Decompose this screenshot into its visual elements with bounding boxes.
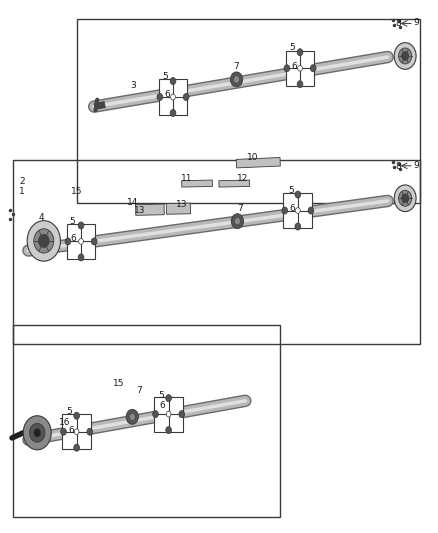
Circle shape [74,444,80,451]
Circle shape [166,411,171,417]
Bar [154,397,183,432]
Circle shape [183,93,189,101]
Text: 9: 9 [413,18,419,27]
Circle shape [91,238,97,245]
Text: 5: 5 [288,187,294,195]
Text: 7: 7 [233,62,240,71]
Circle shape [126,409,138,424]
Text: 6: 6 [291,62,297,70]
Text: 5: 5 [162,72,169,80]
Bar [286,51,314,86]
Circle shape [74,429,79,434]
Circle shape [310,64,316,72]
Circle shape [157,93,163,101]
Text: 16: 16 [59,418,71,426]
Circle shape [402,52,409,60]
Circle shape [152,410,159,418]
Circle shape [78,222,84,229]
Text: 6: 6 [164,91,170,99]
Text: 15: 15 [71,188,82,196]
Circle shape [166,394,172,402]
Text: 7: 7 [237,205,243,213]
Bar [283,193,312,228]
Circle shape [282,207,288,214]
Circle shape [34,429,41,437]
Circle shape [39,235,49,247]
Text: 5: 5 [66,407,72,416]
Bar [219,180,250,187]
Text: 5: 5 [69,217,75,225]
Text: 12: 12 [237,174,249,183]
Text: 5: 5 [290,44,296,52]
Circle shape [402,194,409,203]
Circle shape [129,413,135,421]
Circle shape [399,48,412,64]
Circle shape [284,64,290,72]
Circle shape [399,190,412,206]
Bar [136,204,164,215]
Circle shape [298,66,302,71]
Text: 6: 6 [68,426,74,434]
Circle shape [79,239,83,244]
Circle shape [297,49,303,56]
Text: 13: 13 [176,200,187,208]
Circle shape [74,412,80,419]
Circle shape [231,214,244,229]
Text: 8: 8 [396,162,402,171]
Circle shape [166,426,172,434]
Circle shape [295,223,301,230]
Circle shape [34,229,54,253]
Circle shape [170,109,176,117]
Circle shape [65,238,71,245]
Circle shape [234,217,240,225]
Circle shape [233,76,240,83]
Circle shape [171,94,175,100]
Text: 2: 2 [19,177,25,185]
Text: 6: 6 [71,235,77,243]
Text: 10: 10 [247,153,258,161]
Circle shape [308,207,314,214]
Text: 1: 1 [19,188,25,196]
Text: 5: 5 [158,391,164,400]
Text: 8: 8 [396,20,402,28]
Bar [67,224,95,259]
Circle shape [27,221,60,261]
Text: 14: 14 [127,198,138,207]
Bar [159,79,187,115]
Circle shape [87,428,93,435]
Circle shape [394,43,416,69]
Circle shape [394,185,416,212]
Text: 7: 7 [136,386,142,394]
Circle shape [170,77,176,85]
Text: 13: 13 [134,206,145,214]
Text: 6: 6 [290,205,296,213]
Circle shape [230,72,243,87]
Bar [236,158,280,168]
Bar [166,203,191,214]
Circle shape [29,423,45,442]
Text: 15: 15 [113,379,124,388]
Text: 11: 11 [181,174,193,183]
Text: 9: 9 [413,161,419,169]
Circle shape [179,410,185,418]
Circle shape [60,428,67,435]
Text: 3: 3 [131,81,137,90]
Circle shape [297,80,303,88]
Bar [62,414,91,449]
Circle shape [296,208,300,213]
Circle shape [78,254,84,261]
Text: 6: 6 [159,401,166,409]
Circle shape [23,416,51,450]
Circle shape [295,191,301,198]
Bar [182,180,212,187]
Text: 4: 4 [39,213,44,222]
